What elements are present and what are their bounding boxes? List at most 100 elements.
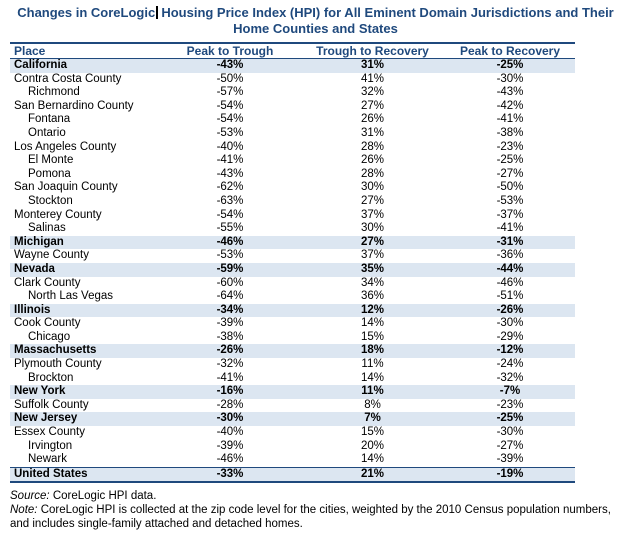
table-row: Monterey County -54% 37% -37% xyxy=(10,209,575,223)
value-cell: -59% xyxy=(216,262,244,275)
value-cell: -40% xyxy=(216,426,244,439)
value-cell: -30% xyxy=(496,317,524,330)
value-cell: 32% xyxy=(360,86,385,99)
value-cell: -51% xyxy=(496,290,524,303)
value-cell: -63% xyxy=(216,194,244,207)
value-cell: -41% xyxy=(496,113,524,126)
table-row: California -43% 31% -25% xyxy=(10,59,575,73)
value-cell: -54% xyxy=(216,99,244,112)
table-row: North Las Vegas -64% 36% -51% xyxy=(10,290,575,304)
value-cell: -40% xyxy=(216,140,244,153)
value-cell: -12% xyxy=(496,344,524,357)
table-row: Contra Costa County -50% 41% -30% xyxy=(10,73,575,87)
value-cell: -36% xyxy=(496,249,524,262)
value-cell: 28% xyxy=(360,167,385,180)
note-label: Note: xyxy=(10,504,38,517)
value-cell: -37% xyxy=(496,208,524,221)
table-row: Wayne County -53% 37% -36% xyxy=(10,249,575,263)
value-cell: 15% xyxy=(360,426,385,439)
place-cell: San Bernardino County xyxy=(14,99,134,112)
value-cell: -30% xyxy=(496,426,524,439)
value-cell: -27% xyxy=(496,439,524,452)
title-line1-before-cursor: Changes in CoreLogic xyxy=(17,5,156,20)
value-cell: 14% xyxy=(360,453,385,466)
table-row: Illinois -34% 12% -26% xyxy=(10,303,575,318)
place-cell: Plymouth County xyxy=(14,358,102,371)
place-cell: Fontana xyxy=(28,113,71,126)
table-row: Salinas -55% 30% -41% xyxy=(10,222,575,236)
value-cell: -46% xyxy=(496,276,524,289)
value-cell: 26% xyxy=(360,154,385,167)
note-text: CoreLogic HPI is collected at the zip co… xyxy=(10,504,611,530)
column-header-peak-to-trough: Peak to Trough xyxy=(186,44,274,58)
table-row: Plymouth County -32% 11% -24% xyxy=(10,358,575,372)
value-cell: -23% xyxy=(496,140,524,153)
value-cell: -32% xyxy=(216,358,244,371)
table-row: El Monte -41% 26% -25% xyxy=(10,154,575,168)
value-cell: -53% xyxy=(216,126,244,139)
value-cell: 8% xyxy=(364,398,381,411)
table-row: New Jersey -30% 7% -25% xyxy=(10,412,575,427)
value-cell: -41% xyxy=(216,371,244,384)
table-body: California -43% 31% -25% Contra Costa County… xyxy=(10,59,575,484)
place-cell: Massachusetts xyxy=(14,344,97,357)
place-cell: Essex County xyxy=(14,426,85,439)
value-cell: 18% xyxy=(360,344,385,357)
value-cell: 27% xyxy=(360,235,385,248)
table-row: Pomona -43% 28% -27% xyxy=(10,168,575,182)
place-cell: New York xyxy=(14,385,66,398)
value-cell: 14% xyxy=(360,317,385,330)
value-cell: -50% xyxy=(216,72,244,85)
column-header-place: Place xyxy=(14,44,46,58)
value-cell: -50% xyxy=(496,181,524,194)
value-cell: 41% xyxy=(360,72,385,85)
table-row: Richmond -57% 32% -43% xyxy=(10,86,575,100)
value-cell: -19% xyxy=(496,467,524,480)
value-cell: -34% xyxy=(216,303,244,316)
source-note: Source: CoreLogic HPI data. xyxy=(10,490,619,504)
value-cell: 7% xyxy=(364,412,381,425)
value-cell: 31% xyxy=(360,59,385,71)
place-cell: Contra Costa County xyxy=(14,72,122,85)
value-cell: 27% xyxy=(360,194,385,207)
value-cell: 36% xyxy=(360,290,385,303)
value-cell: -30% xyxy=(496,72,524,85)
value-cell: 30% xyxy=(360,222,385,235)
table-row: Stockton -63% 27% -53% xyxy=(10,195,575,209)
value-cell: -53% xyxy=(496,194,524,207)
place-cell: Stockton xyxy=(28,194,73,207)
place-cell: Irvington xyxy=(28,439,73,452)
place-cell: Clark County xyxy=(14,276,81,289)
place-cell: Chicago xyxy=(28,330,71,343)
place-cell: Los Angeles County xyxy=(14,140,117,153)
value-cell: -25% xyxy=(496,154,524,167)
value-cell: -41% xyxy=(216,154,244,167)
value-cell: -53% xyxy=(216,249,244,262)
place-cell: Nevada xyxy=(14,262,55,275)
value-cell: 28% xyxy=(360,140,385,153)
value-cell: -42% xyxy=(496,99,524,112)
title-line2: Home Counties and States xyxy=(233,21,398,36)
table-row: Irvington -39% 20% -27% xyxy=(10,440,575,454)
value-cell: -43% xyxy=(216,59,244,71)
table-row: Cook County -39% 14% -30% xyxy=(10,317,575,331)
value-cell: -60% xyxy=(216,276,244,289)
place-cell: Salinas xyxy=(28,222,66,235)
table-title[interactable]: Changes in CoreLogic Housing Price Index… xyxy=(8,5,623,37)
value-cell: 37% xyxy=(360,249,385,262)
value-cell: -33% xyxy=(216,467,244,480)
value-cell: -30% xyxy=(216,412,244,425)
place-cell: Ontario xyxy=(28,126,66,139)
column-header-peak-to-recovery: Peak to Recovery xyxy=(459,44,561,58)
hpi-table: Place Peak to Trough Trough to Recovery … xyxy=(10,42,575,484)
table-row: Ontario -53% 31% -38% xyxy=(10,127,575,141)
value-cell: 15% xyxy=(360,330,385,343)
value-cell: -43% xyxy=(496,86,524,99)
table-row: New York -16% 11% -7% xyxy=(10,385,575,399)
table-row: Michigan -46% 27% -31% xyxy=(10,235,575,250)
table-row: Fontana -54% 26% -41% xyxy=(10,113,575,127)
value-cell: 26% xyxy=(360,113,385,126)
value-cell: 21% xyxy=(360,467,385,480)
table-row: Newark -46% 14% -39% xyxy=(10,453,575,467)
footer-notes: Source: CoreLogic HPI data. Note: CoreLo… xyxy=(10,490,619,531)
